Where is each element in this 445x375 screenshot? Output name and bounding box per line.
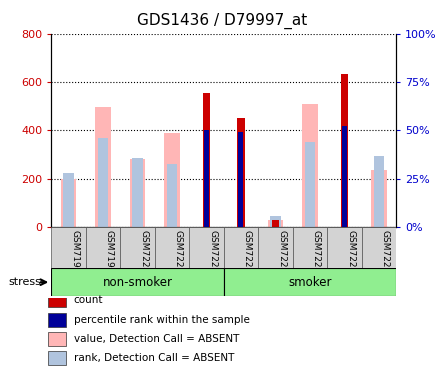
- Bar: [49, 351, 66, 365]
- Text: GSM71942: GSM71942: [70, 230, 79, 279]
- Text: rank, Detection Call = ABSENT: rank, Detection Call = ABSENT: [74, 353, 234, 363]
- Bar: [132, 158, 142, 227]
- Text: GSM72250: GSM72250: [380, 230, 389, 279]
- Bar: [155, 227, 189, 268]
- Bar: [342, 126, 347, 227]
- Text: stress: stress: [9, 277, 42, 287]
- Bar: [167, 164, 177, 227]
- Text: GSM72245: GSM72245: [208, 230, 217, 279]
- Text: smoker: smoker: [288, 276, 332, 289]
- Bar: [237, 118, 245, 227]
- Bar: [362, 227, 396, 268]
- Bar: [129, 159, 145, 227]
- Bar: [258, 227, 293, 268]
- Bar: [202, 93, 210, 227]
- Text: non-smoker: non-smoker: [102, 276, 172, 289]
- Bar: [267, 220, 283, 227]
- Bar: [164, 133, 180, 227]
- Text: GSM71991: GSM71991: [105, 230, 113, 279]
- Text: count: count: [74, 296, 103, 305]
- Text: GSM72244: GSM72244: [174, 230, 182, 279]
- Text: GSM72248: GSM72248: [312, 230, 320, 279]
- Text: GSM72247: GSM72247: [277, 230, 286, 279]
- Bar: [327, 227, 362, 268]
- Bar: [98, 138, 108, 227]
- Text: percentile rank within the sample: percentile rank within the sample: [74, 315, 250, 325]
- Text: GSM72246: GSM72246: [243, 230, 251, 279]
- Bar: [371, 170, 387, 227]
- Bar: [51, 227, 85, 268]
- Bar: [305, 142, 315, 227]
- Bar: [49, 332, 66, 346]
- Text: GSM72249: GSM72249: [346, 230, 355, 279]
- Bar: [86, 227, 120, 268]
- Bar: [204, 130, 209, 227]
- Bar: [374, 156, 384, 227]
- Text: GSM72243: GSM72243: [139, 230, 148, 279]
- Text: value, Detection Call = ABSENT: value, Detection Call = ABSENT: [74, 334, 239, 344]
- Bar: [95, 107, 111, 227]
- Bar: [239, 132, 243, 227]
- Bar: [120, 227, 155, 268]
- Bar: [63, 172, 73, 227]
- Bar: [302, 104, 318, 227]
- Bar: [189, 227, 224, 268]
- Bar: [224, 227, 258, 268]
- Bar: [340, 74, 348, 227]
- Bar: [271, 220, 279, 227]
- Bar: [224, 268, 396, 296]
- Bar: [49, 294, 66, 308]
- Bar: [270, 216, 280, 227]
- Bar: [49, 313, 66, 327]
- Bar: [61, 178, 76, 227]
- Bar: [293, 227, 327, 268]
- Text: GDS1436 / D79997_at: GDS1436 / D79997_at: [138, 13, 307, 29]
- Bar: [51, 268, 224, 296]
